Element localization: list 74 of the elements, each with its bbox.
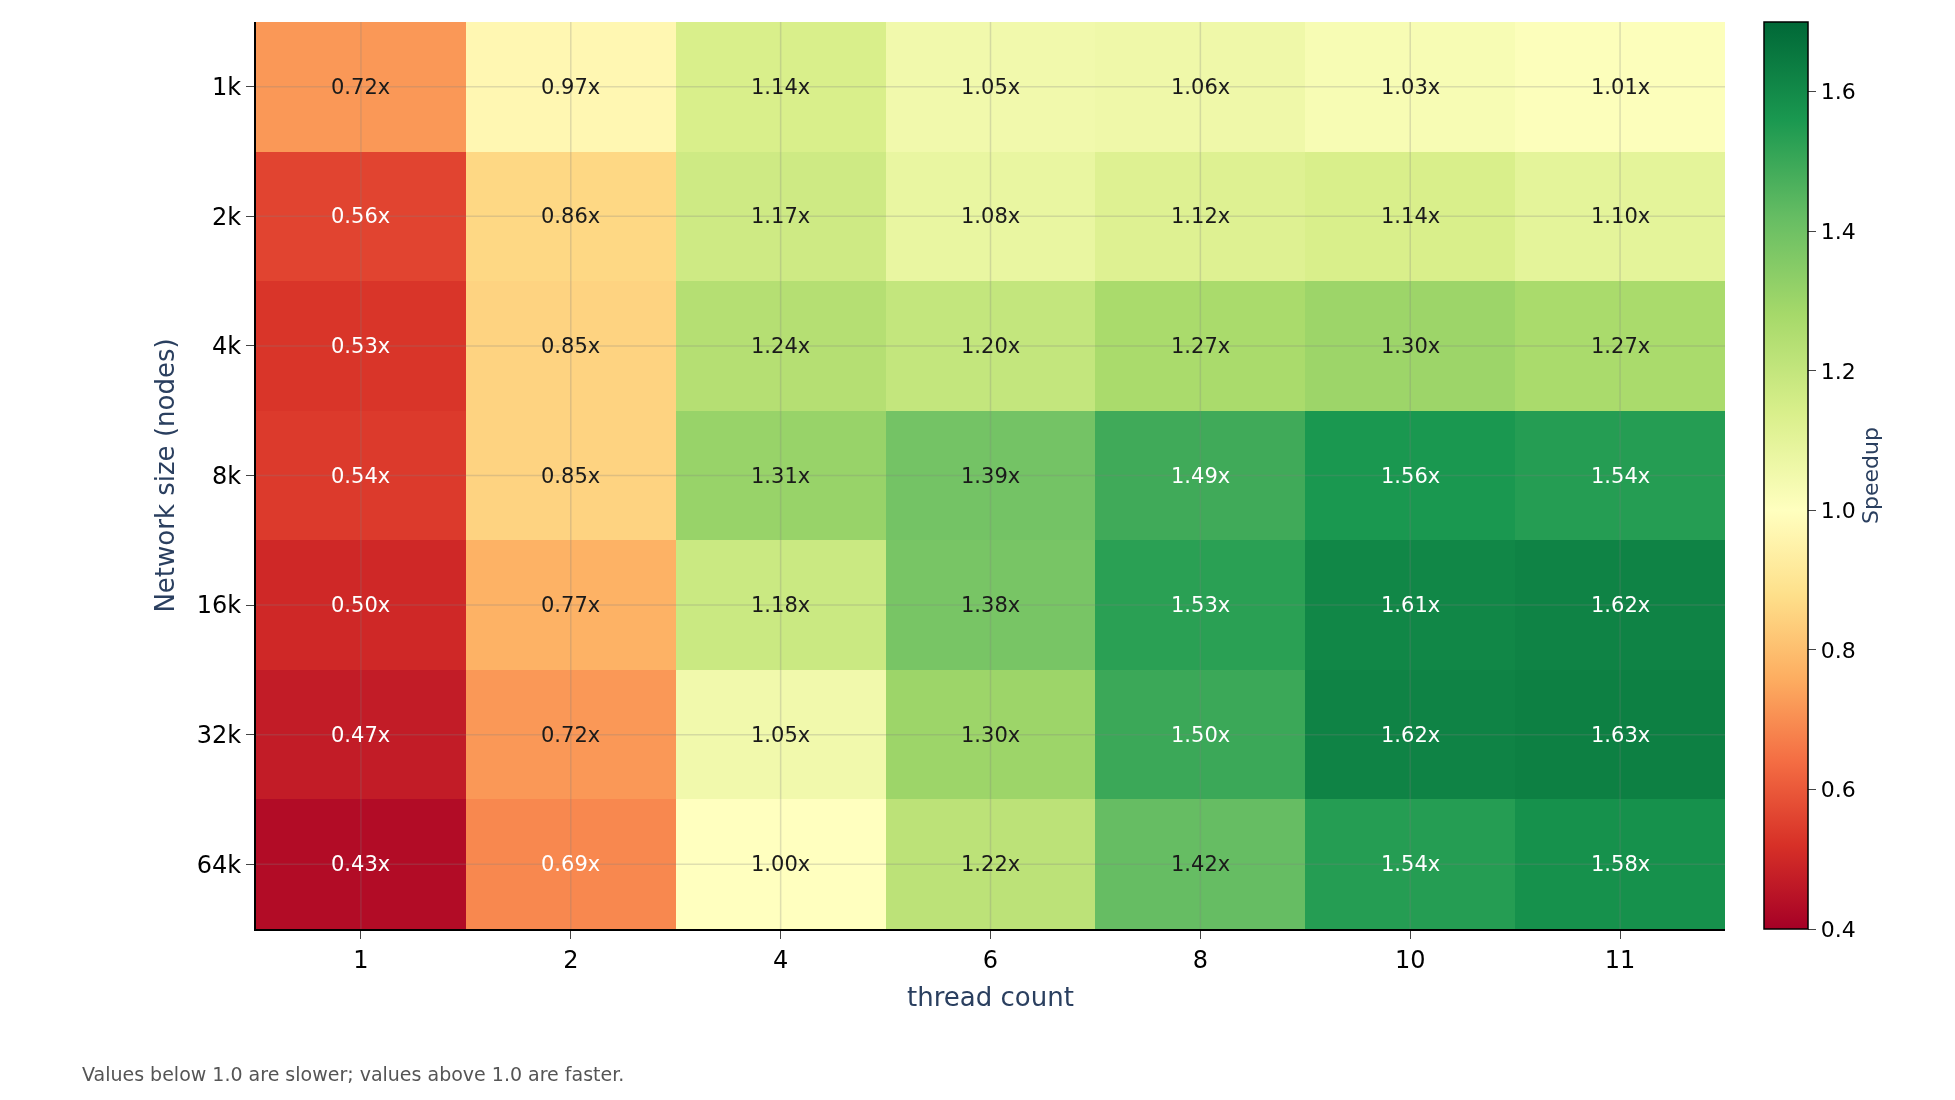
data-label: 1.06x [1171, 75, 1231, 99]
data-label: 0.86x [541, 204, 601, 228]
data-label: 1.27x [1171, 334, 1231, 358]
data-label: 1.24x [751, 334, 811, 358]
x-tick-label: 2 [563, 945, 579, 974]
color-bar-label: 1.0 [1820, 498, 1856, 524]
data-label: 1.54x [1381, 852, 1441, 876]
data-label: 1.14x [1381, 204, 1441, 228]
data-label: 1.53x [1171, 593, 1231, 617]
data-label: 0.72x [541, 723, 601, 747]
data-label: 1.62x [1381, 723, 1441, 747]
data-label: 1.58x [1591, 852, 1651, 876]
data-label: 1.03x [1381, 75, 1441, 99]
data-label: 0.85x [541, 334, 601, 358]
x-tick-label: 8 [1192, 945, 1208, 974]
color-bar-label: 1.4 [1820, 219, 1856, 245]
data-label: 1.08x [961, 204, 1021, 228]
data-label: 1.05x [751, 723, 811, 747]
data-label: 0.54x [331, 464, 391, 488]
data-label: 1.12x [1171, 204, 1231, 228]
color-bar-label: 1.6 [1820, 79, 1856, 105]
data-label: 1.05x [961, 75, 1021, 99]
data-label: 1.20x [961, 334, 1021, 358]
x-tick-label: 11 [1604, 945, 1636, 974]
data-label: 1.00x [751, 852, 811, 876]
y-tick-label: 1k [212, 73, 242, 102]
y-tick-label: 32k [196, 721, 242, 750]
data-label: 1.18x [751, 593, 811, 617]
color-bar-label: 0.8 [1820, 637, 1856, 663]
data-label: 1.62x [1591, 593, 1651, 617]
x-tick-label: 6 [982, 945, 999, 974]
data-label: 0.85x [541, 464, 601, 488]
y-tick-label: 8k [212, 461, 242, 490]
data-label: 1.49x [1171, 464, 1231, 488]
data-label: 1.30x [1381, 334, 1441, 358]
data-label: 1.42x [1171, 852, 1231, 876]
y-tick-label: 4k [212, 332, 242, 361]
data-label: 1.50x [1171, 723, 1231, 747]
x-tick-label: 4 [773, 945, 789, 974]
y-tick-label: 2k [212, 202, 242, 231]
data-label: 1.27x [1591, 334, 1651, 358]
data-label: 0.97x [541, 75, 601, 99]
data-label: 0.69x [541, 852, 601, 876]
x-tick-label: 1 [353, 945, 369, 974]
data-label: 1.30x [961, 723, 1021, 747]
data-label: 1.22x [961, 852, 1021, 876]
data-label: 1.31x [751, 464, 811, 488]
color-bar-label: 1.2 [1820, 358, 1856, 384]
data-label: 0.53x [331, 334, 391, 358]
data-label: 1.39x [961, 464, 1021, 488]
y-axis-title: Network size (nodes) [149, 338, 180, 613]
data-label: 1.56x [1381, 464, 1441, 488]
x-axis-title: thread count [907, 982, 1074, 1012]
y-tick-label: 16k [196, 591, 242, 620]
color-bar-title: Speedup [1857, 427, 1883, 524]
data-label: 1.38x [961, 593, 1021, 617]
data-label: 1.17x [751, 204, 811, 228]
data-label: 0.77x [541, 593, 601, 617]
data-label: 1.54x [1591, 464, 1651, 488]
x-tick-label: 10 [1394, 945, 1426, 974]
data-label: 0.47x [331, 723, 391, 747]
data-label: 1.01x [1591, 75, 1651, 99]
y-tick-label: 64k [196, 850, 242, 879]
text: Values below 1.0 are slower; values above 1.0 are faster. [82, 1063, 625, 1085]
data-label: 1.63x [1591, 723, 1651, 747]
data-label: 1.61x [1381, 593, 1441, 617]
data-label: 0.72x [331, 75, 391, 99]
data-label: 1.10x [1591, 204, 1651, 228]
data-label: 0.43x [331, 852, 391, 876]
color-bar-label: 0.4 [1820, 916, 1856, 942]
color-bar-label: 0.6 [1820, 777, 1856, 803]
data-label: 0.56x [331, 204, 391, 228]
data-label: 1.14x [751, 75, 811, 99]
data-label: 0.50x [331, 593, 391, 617]
